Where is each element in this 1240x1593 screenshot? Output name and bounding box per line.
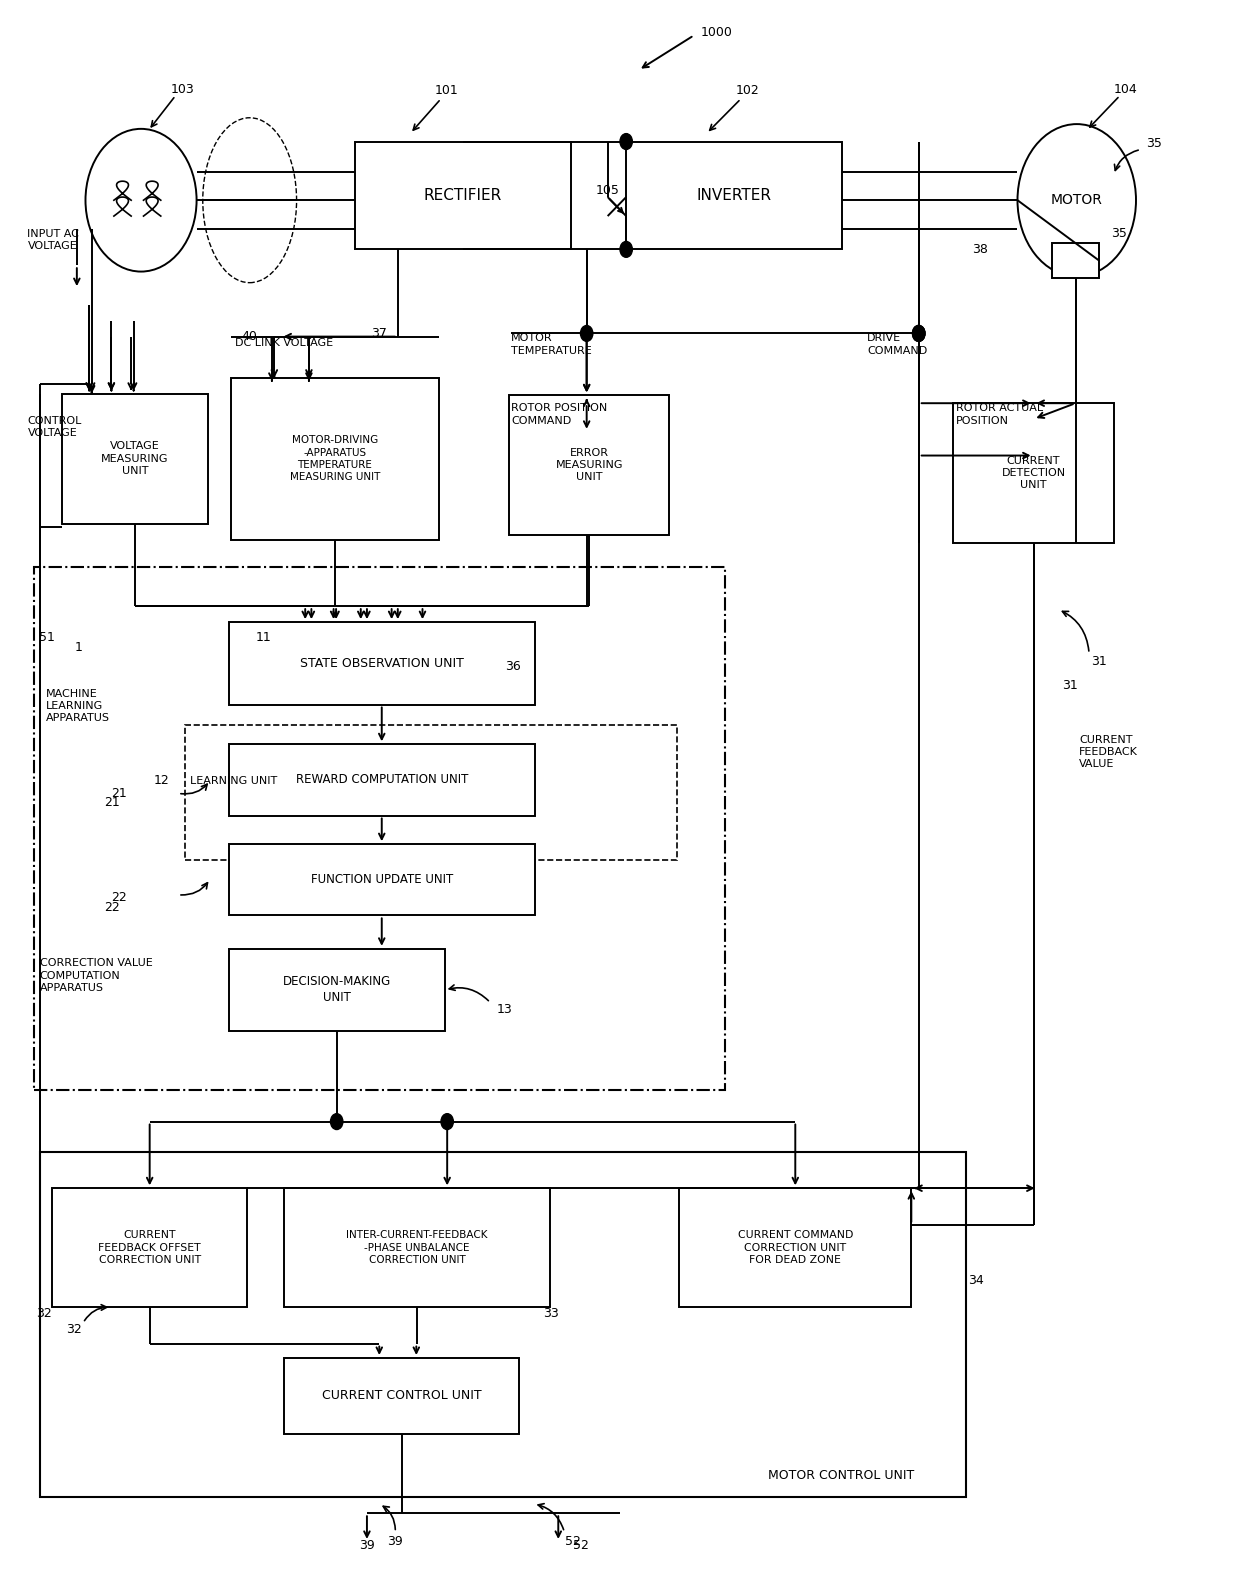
Bar: [954, 403, 1114, 543]
Text: 31: 31: [1091, 655, 1107, 667]
Text: 104: 104: [1114, 83, 1137, 96]
Text: 35: 35: [1111, 228, 1127, 241]
Text: INTER-CURRENT-FEEDBACK
-PHASE UNBALANCE
CORRECTION UNIT: INTER-CURRENT-FEEDBACK -PHASE UNBALANCE …: [346, 1230, 487, 1265]
Text: CURRENT COMMAND
CORRECTION UNIT
FOR DEAD ZONE: CURRENT COMMAND CORRECTION UNIT FOR DEAD…: [738, 1230, 853, 1265]
Bar: [508, 395, 670, 535]
Text: 11: 11: [255, 631, 272, 645]
Text: DRIVE
COMMAND: DRIVE COMMAND: [867, 333, 928, 355]
Bar: [284, 1357, 518, 1434]
Text: 22: 22: [110, 892, 126, 905]
Text: DECISION-MAKING
UNIT: DECISION-MAKING UNIT: [283, 975, 391, 1005]
Text: ROTOR ACTUAL
POSITION: ROTOR ACTUAL POSITION: [956, 403, 1043, 425]
Circle shape: [441, 1114, 454, 1129]
Circle shape: [620, 242, 632, 258]
Text: 40: 40: [242, 330, 258, 342]
Circle shape: [1018, 124, 1136, 276]
Bar: [52, 1188, 247, 1308]
Text: 1: 1: [74, 640, 82, 655]
Text: 1000: 1000: [701, 25, 732, 38]
Bar: [228, 949, 445, 1031]
Text: 51: 51: [38, 631, 55, 645]
Text: CORRECTION VALUE
COMPUTATION
APPARATUS: CORRECTION VALUE COMPUTATION APPARATUS: [40, 959, 153, 992]
Text: 13: 13: [496, 1002, 512, 1015]
Text: INVERTER: INVERTER: [697, 188, 771, 202]
Text: CURRENT
FEEDBACK
VALUE: CURRENT FEEDBACK VALUE: [1079, 734, 1138, 769]
Bar: [355, 142, 570, 250]
Bar: [228, 621, 534, 704]
Text: 38: 38: [972, 242, 988, 256]
Circle shape: [331, 1114, 343, 1129]
Text: MACHINE
LEARNING
APPARATUS: MACHINE LEARNING APPARATUS: [46, 688, 110, 723]
Text: MOTOR
TEMPERATURE: MOTOR TEMPERATURE: [511, 333, 593, 355]
Bar: [1052, 244, 1099, 277]
Text: INPUT AC
VOLTAGE: INPUT AC VOLTAGE: [27, 229, 79, 252]
Text: CONTROL
VOLTAGE: CONTROL VOLTAGE: [27, 416, 82, 438]
Text: 21: 21: [104, 796, 120, 809]
Text: 101: 101: [435, 84, 459, 97]
Text: 36: 36: [505, 660, 521, 672]
Text: 32: 32: [67, 1322, 82, 1337]
Text: MOTOR CONTROL UNIT: MOTOR CONTROL UNIT: [768, 1469, 914, 1481]
Bar: [166, 580, 678, 969]
Text: 105: 105: [595, 185, 619, 198]
Bar: [228, 844, 534, 916]
Text: 35: 35: [1146, 137, 1162, 150]
Circle shape: [620, 134, 632, 150]
Text: 22: 22: [104, 902, 120, 914]
Bar: [40, 1152, 966, 1497]
Circle shape: [86, 129, 197, 271]
Text: RECTIFIER: RECTIFIER: [424, 188, 502, 202]
Text: MOTOR-DRIVING
-APPARATUS
TEMPERATURE
MEASURING UNIT: MOTOR-DRIVING -APPARATUS TEMPERATURE MEA…: [290, 435, 379, 483]
Text: VOLTAGE
MEASURING
UNIT: VOLTAGE MEASURING UNIT: [102, 441, 169, 476]
Text: 103: 103: [171, 83, 195, 96]
Text: LEARNING UNIT: LEARNING UNIT: [191, 776, 278, 785]
Text: MOTOR: MOTOR: [1050, 193, 1102, 207]
Text: 32: 32: [36, 1308, 52, 1321]
Text: CURRENT
FEEDBACK OFFSET
CORRECTION UNIT: CURRENT FEEDBACK OFFSET CORRECTION UNIT: [98, 1230, 201, 1265]
Bar: [186, 725, 677, 860]
Bar: [228, 744, 534, 816]
Text: REWARD COMPUTATION UNIT: REWARD COMPUTATION UNIT: [295, 773, 467, 787]
Bar: [33, 567, 725, 1090]
Bar: [62, 393, 207, 524]
Text: 21: 21: [110, 787, 126, 800]
Text: 34: 34: [968, 1274, 983, 1287]
Text: STATE OBSERVATION UNIT: STATE OBSERVATION UNIT: [300, 656, 464, 669]
Circle shape: [913, 325, 925, 341]
Circle shape: [913, 325, 925, 341]
Bar: [231, 378, 439, 540]
Text: 12: 12: [154, 774, 170, 787]
Text: 52: 52: [565, 1536, 582, 1548]
Text: 31: 31: [1061, 679, 1078, 691]
Text: 37: 37: [371, 327, 387, 339]
Bar: [284, 1188, 549, 1308]
Text: CURRENT
DETECTION
UNIT: CURRENT DETECTION UNIT: [1002, 456, 1065, 491]
Bar: [626, 142, 842, 250]
Text: 33: 33: [543, 1306, 559, 1321]
Circle shape: [913, 325, 925, 341]
Text: DC LINK VOLTAGE: DC LINK VOLTAGE: [234, 338, 334, 347]
Text: 102: 102: [737, 84, 760, 97]
Text: FUNCTION UPDATE UNIT: FUNCTION UPDATE UNIT: [311, 873, 453, 886]
Text: ROTOR POSITION
COMMAND: ROTOR POSITION COMMAND: [511, 403, 608, 425]
Text: 39: 39: [387, 1536, 403, 1548]
Bar: [680, 1188, 911, 1308]
Text: 52: 52: [573, 1539, 589, 1552]
Text: 39: 39: [360, 1539, 374, 1552]
Text: ERROR
MEASURING
UNIT: ERROR MEASURING UNIT: [556, 448, 622, 483]
Circle shape: [580, 325, 593, 341]
Text: CURRENT CONTROL UNIT: CURRENT CONTROL UNIT: [321, 1389, 481, 1402]
